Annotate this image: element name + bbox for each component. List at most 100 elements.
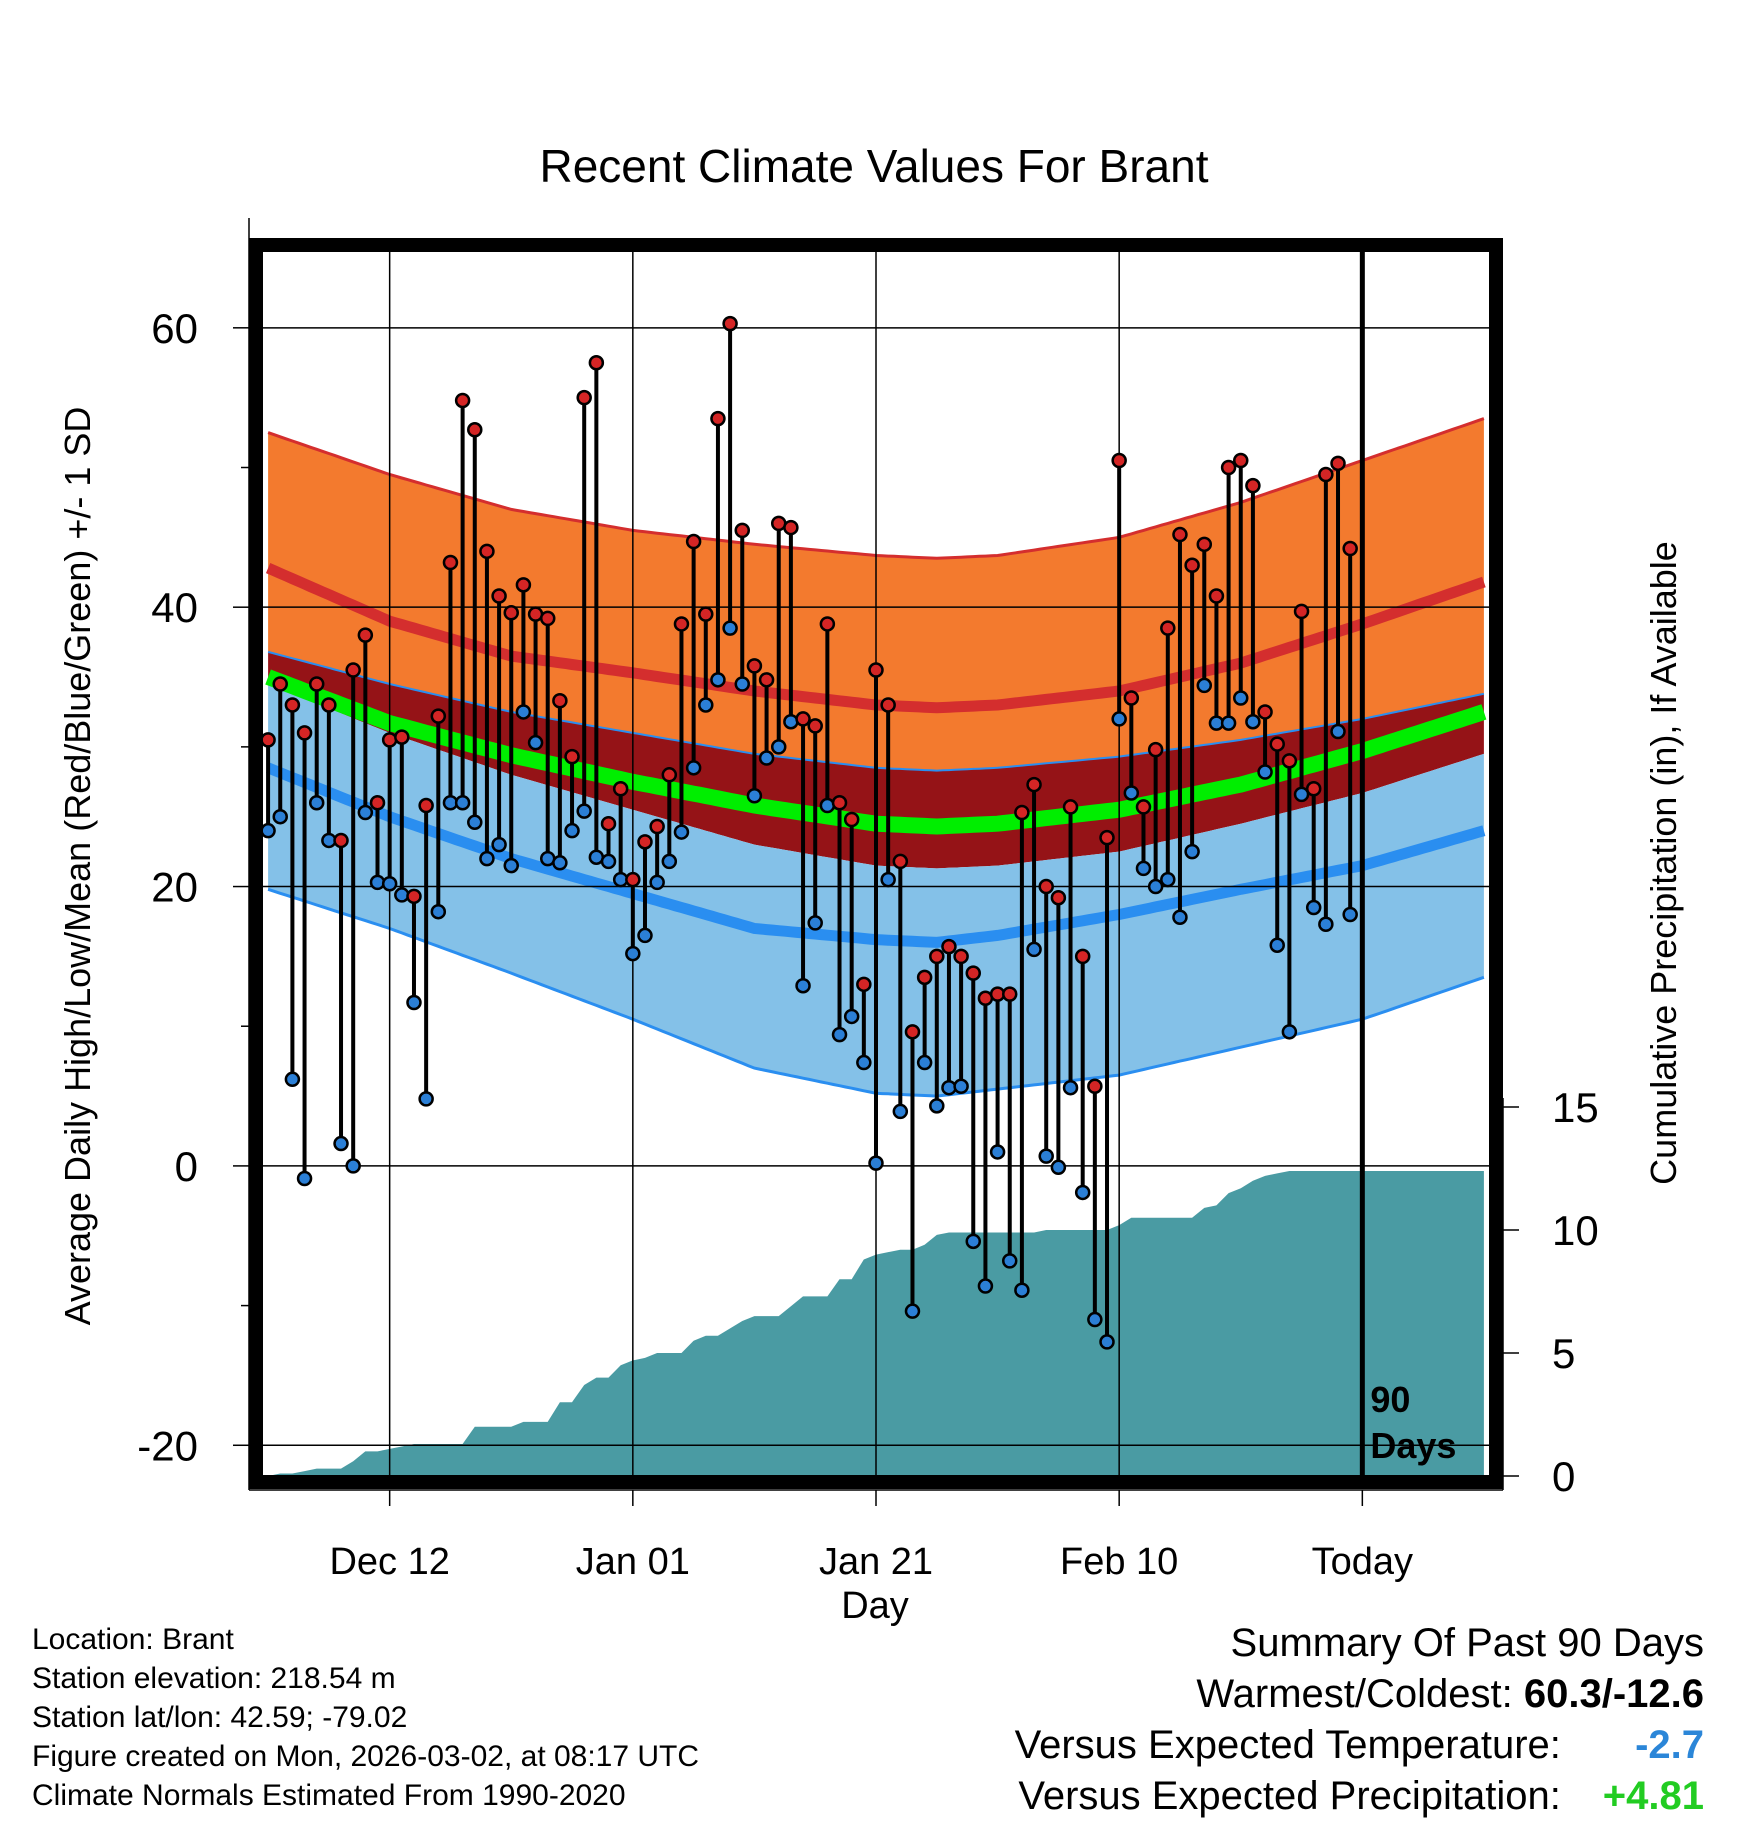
y2-tick-label: 5 (1552, 1330, 1575, 1377)
daily-high-point (600, 815, 617, 832)
daily-high-point (758, 672, 775, 688)
y-tick-label: 60 (151, 305, 198, 352)
x-tick-label: Feb 10 (1060, 1541, 1178, 1583)
daily-high-point (953, 948, 969, 965)
x-tick-label: Today (1312, 1541, 1413, 1583)
daily-high-point (1050, 889, 1067, 906)
today-annotation: Days (1370, 1425, 1456, 1466)
daily-low-point (1087, 1311, 1103, 1328)
daily-low-point (1184, 843, 1200, 860)
daily-high-point (1062, 799, 1079, 815)
daily-low-point (1293, 786, 1310, 803)
daily-low-point (552, 855, 568, 871)
y-tick-label: 40 (151, 584, 198, 631)
elevation-text: Station elevation: 218.54 m (32, 1662, 396, 1695)
daily-high-point (1087, 1078, 1103, 1095)
daily-low-point (953, 1078, 969, 1095)
daily-low-point (284, 1071, 301, 1088)
daily-high-point (308, 676, 325, 692)
daily-high-point (1342, 540, 1358, 557)
daily-low-point (1269, 937, 1285, 953)
daily-low-point (1123, 785, 1140, 801)
daily-high-point (1074, 948, 1091, 965)
x-tick-label: Jan 01 (576, 1541, 690, 1583)
daily-high-point (1220, 459, 1237, 476)
daily-low-point (1014, 1282, 1030, 1298)
daily-high-point (1172, 526, 1188, 543)
normals-text: Climate Normals Estimated From 1990-2020 (32, 1779, 626, 1812)
daily-low-point (673, 824, 690, 840)
daily-low-point (296, 1170, 313, 1187)
daily-high-point (685, 533, 702, 550)
daily-high-point (904, 1024, 921, 1040)
y2-tick-label: 10 (1552, 1207, 1599, 1254)
daily-high-point (454, 392, 471, 409)
daily-high-point (734, 522, 751, 539)
daily-high-point (1269, 736, 1285, 752)
daily-low-point (843, 1008, 860, 1025)
daily-high-point (564, 748, 580, 765)
daily-high-point (1196, 536, 1213, 553)
daily-low-point (1001, 1253, 1018, 1269)
summary-temp: Versus Expected Temperature: -2.7 (1015, 1720, 1704, 1771)
daily-high-point (503, 605, 519, 621)
axes: -20 0 20 40 60 0 5 10 15 Dec 12 Jan 01 Jan 21 Feb 10… (137, 218, 1599, 1583)
daily-high-point (1123, 690, 1140, 706)
daily-low-point (1318, 916, 1334, 933)
daily-high-point (406, 888, 422, 905)
daily-high-point (345, 662, 361, 678)
summary-warm-cold: Warmest/Coldest: 60.3/-12.6 (1015, 1669, 1704, 1720)
daily-high-point (916, 969, 933, 986)
daily-low-point (430, 903, 447, 920)
daily-low-point (989, 1144, 1006, 1160)
daily-high-point (698, 606, 714, 622)
daily-low-point (381, 876, 398, 892)
daily-high-point (272, 676, 288, 692)
daily-low-point (1160, 871, 1176, 888)
daily-low-point (795, 977, 811, 994)
daily-low-point (333, 1135, 349, 1152)
daily-low-point (345, 1158, 361, 1174)
created-text: Figure created on Mon, 2026-03-02, at 08… (32, 1740, 700, 1773)
daily-low-point (685, 760, 702, 776)
daily-high-point (661, 767, 678, 783)
daily-low-point (1147, 878, 1164, 895)
daily-high-point (1038, 878, 1054, 895)
daily-high-point (552, 693, 568, 709)
daily-low-point (1111, 711, 1127, 727)
daily-high-point (795, 711, 811, 727)
daily-high-point (868, 662, 884, 678)
daily-high-point (333, 832, 349, 849)
daily-high-point (394, 729, 410, 745)
daily-low-point (734, 676, 751, 692)
daily-low-point (637, 927, 653, 944)
temp-value: -2.7 (1635, 1723, 1704, 1767)
daily-low-point (454, 794, 471, 811)
daily-high-point (284, 697, 301, 713)
daily-high-point (321, 697, 337, 713)
daily-high-point (1257, 704, 1273, 720)
daily-low-point (576, 803, 592, 819)
daily-low-point (722, 620, 738, 636)
y2-axis-label: Cumulative Precipitation (in), If Availa… (1643, 541, 1684, 1185)
daily-low-point (1220, 715, 1237, 731)
daily-high-point (1111, 452, 1127, 469)
summary-precip: Versus Expected Precipitation: +4.81 (1015, 1771, 1704, 1822)
x-axis-label: Day (841, 1585, 909, 1627)
daily-low-point (1330, 723, 1346, 740)
daily-low-point (527, 734, 544, 751)
y2-tick-label: 15 (1552, 1084, 1599, 1131)
x-tick-label: Jan 21 (819, 1541, 933, 1583)
daily-low-point (406, 994, 422, 1011)
daily-low-point (515, 704, 532, 720)
daily-low-point (418, 1091, 434, 1107)
daily-low-point (904, 1303, 921, 1319)
daily-low-point (965, 1233, 982, 1250)
daily-high-point (625, 871, 641, 888)
daily-high-point (746, 658, 763, 674)
summary-panel: Summary Of Past 90 Days Warmest/Coldest:… (1015, 1618, 1704, 1822)
daily-high-point (722, 315, 738, 332)
daily-low-point (1026, 941, 1042, 958)
daily-high-point (941, 938, 957, 955)
daily-low-point (491, 836, 507, 853)
